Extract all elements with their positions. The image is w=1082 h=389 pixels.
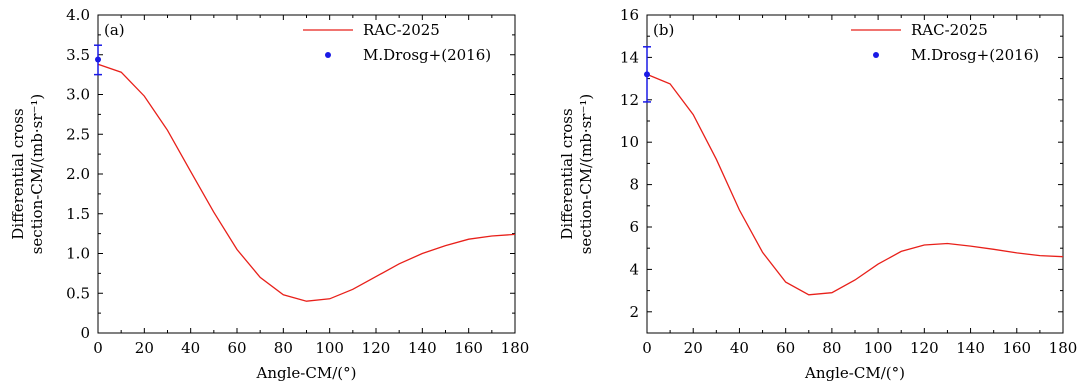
y-tick-label: 0.5	[66, 284, 90, 302]
legend-label-drosg: M.Drosg+(2016)	[911, 46, 1039, 64]
legend-marker-swatch	[873, 52, 879, 58]
x-tick-label: 120	[910, 339, 939, 357]
y-tick-label: 8	[629, 176, 639, 194]
panel-label: (b)	[653, 21, 674, 39]
y-tick-label: 6	[629, 218, 639, 236]
legend-label-rac: RAC-2025	[911, 21, 988, 39]
y-tick-label: 16	[620, 6, 639, 24]
y-tick-label: 3.5	[66, 46, 90, 64]
x-axis-label: Angle-CM/(°)	[256, 364, 357, 382]
legend-label-rac: RAC-2025	[363, 21, 440, 39]
y-axis-label-line2: section-CM/(mb·sr⁻¹)	[28, 94, 46, 255]
x-tick-label: 140	[408, 339, 437, 357]
legend-marker-swatch	[325, 52, 331, 58]
panel-b-chart: 0 20 40 60 80 100 120 140 160 180 2 4 6 8 10 12 14 16 Angl…	[558, 6, 1077, 382]
y-tick-label: 2.0	[66, 165, 90, 183]
y-tick-label: 3.0	[66, 86, 90, 104]
x-tick-label: 20	[684, 339, 703, 357]
data-point-drosg	[644, 71, 650, 78]
legend-label-drosg: M.Drosg+(2016)	[363, 46, 491, 64]
x-tick-label: 160	[1002, 339, 1031, 357]
x-tick-label: 160	[454, 339, 483, 357]
x-tick-label: 180	[1049, 339, 1078, 357]
x-tick-label: 80	[274, 339, 293, 357]
y-tick-label: 0	[80, 324, 90, 342]
x-tick-label: 0	[93, 339, 103, 357]
y-tick-label: 10	[620, 133, 639, 151]
x-tick-label: 40	[730, 339, 749, 357]
y-tick-label: 1.5	[66, 205, 90, 223]
panel-label: (a)	[104, 21, 125, 39]
y-tick-label: 1.0	[66, 245, 90, 263]
x-tick-label: 80	[822, 339, 841, 357]
panel-a-chart: 0 20 40 60 80 100 120 140 160 180 0 0.5 1.0 1.5 2.0 2.5…	[9, 6, 529, 382]
y-axis-label-line1: Differential cross	[558, 108, 576, 239]
x-axis-label: Angle-CM/(°)	[804, 364, 905, 382]
x-tick-label: 100	[315, 339, 344, 357]
x-tick-label: 40	[181, 339, 200, 357]
x-tick-label: 20	[135, 339, 154, 357]
y-axis-label-line2: section-CM/(mb·sr⁻¹)	[577, 94, 595, 255]
y-tick-label: 4	[629, 260, 639, 278]
x-tick-label: 60	[776, 339, 795, 357]
y-axis-label-line1: Differential cross	[9, 108, 27, 239]
y-tick-label: 2	[629, 303, 639, 321]
y-tick-label: 12	[620, 91, 639, 109]
x-tick-label: 180	[501, 339, 530, 357]
x-tick-label: 0	[642, 339, 652, 357]
x-tick-label: 100	[864, 339, 893, 357]
y-tick-label: 2.5	[66, 125, 90, 143]
x-tick-label: 140	[956, 339, 985, 357]
x-tick-label: 120	[362, 339, 391, 357]
y-tick-label: 4.0	[66, 6, 90, 24]
series-line-rac-2025	[97, 63, 516, 302]
x-tick-label: 60	[227, 339, 246, 357]
data-point-drosg	[95, 56, 101, 63]
y-tick-label: 14	[620, 48, 639, 66]
series-line-rac-2025	[646, 73, 1064, 296]
